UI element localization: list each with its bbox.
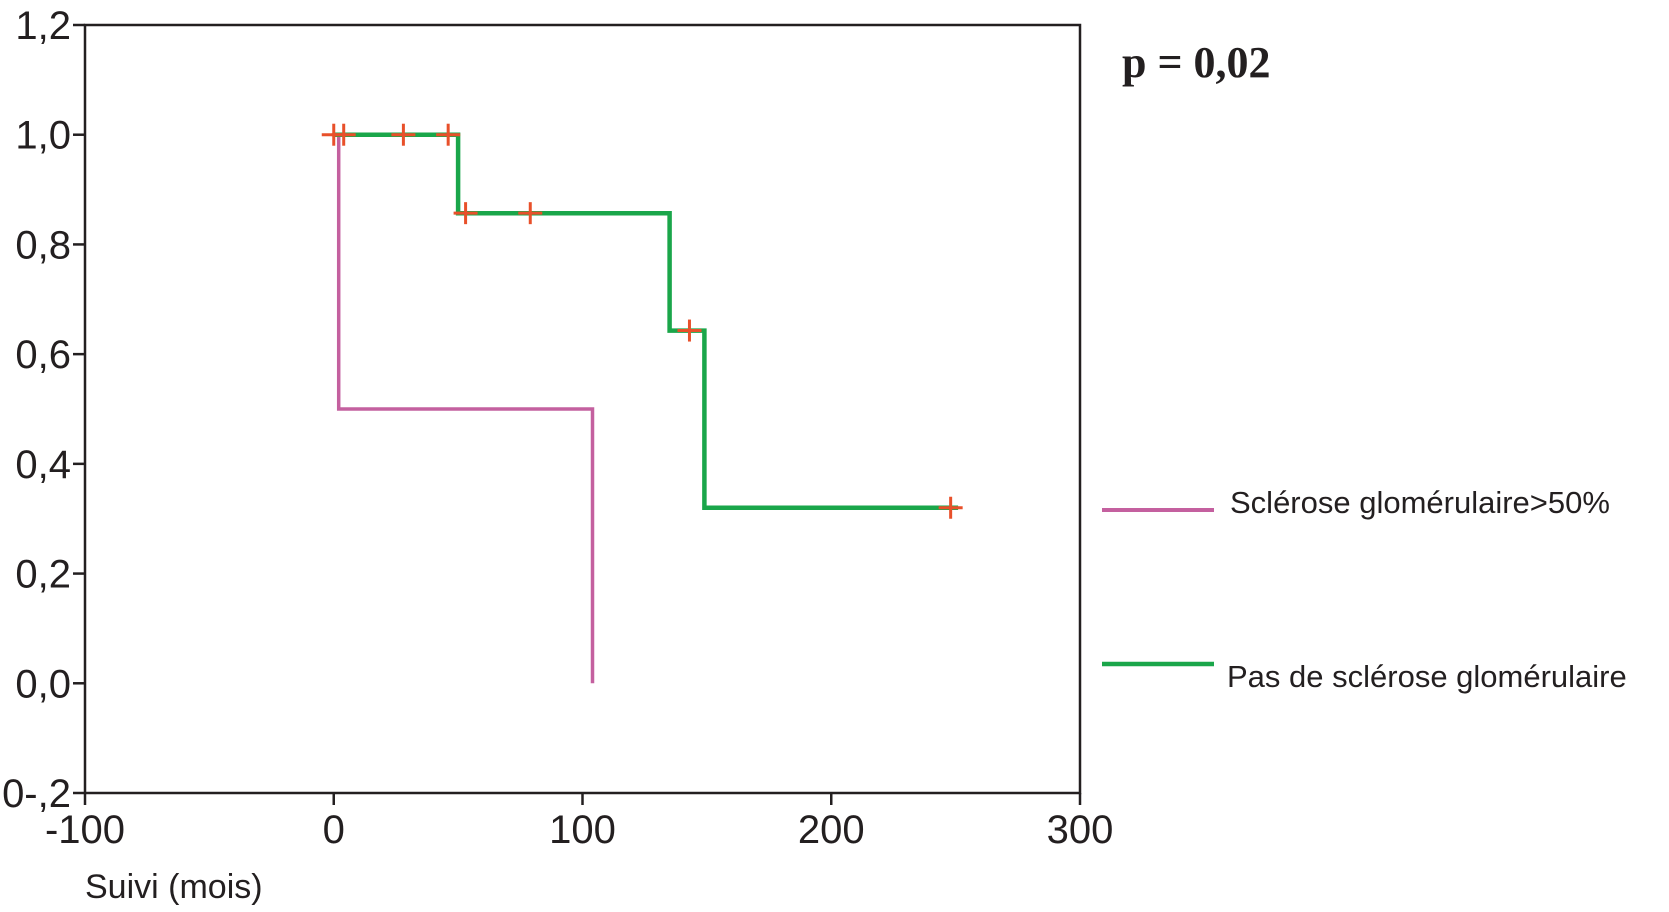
x-tick-label: 100: [549, 808, 616, 852]
legend: Sclérose glomérulaire>50% Pas de scléros…: [1102, 485, 1627, 694]
y-tick-label: 1,0: [15, 114, 71, 158]
legend-label-sclerose: Sclérose glomérulaire>50%: [1230, 485, 1610, 520]
y-tick-label: 0,6: [15, 333, 71, 377]
series-line-sclerose: [336, 134, 595, 684]
y-tick-label: 0,0: [15, 662, 71, 706]
series-layer: [333, 132, 959, 684]
x-tick-label: 200: [798, 808, 865, 852]
x-tick-label: -100: [45, 808, 125, 852]
x-tick-label: 300: [1047, 808, 1114, 852]
series-line-pas-de-sclerose: [333, 132, 959, 510]
x-tick-label: 0: [323, 808, 345, 852]
y-tick-label: 0-,2: [2, 772, 71, 816]
y-tick-label: 0,2: [15, 553, 71, 597]
x-axis-title: Suivi (mois): [85, 868, 263, 906]
y-tick-label: 0,8: [15, 223, 71, 267]
p-value-annotation: p = 0,02: [1122, 38, 1271, 87]
y-tick-label: 0,4: [15, 443, 71, 487]
x-axis: -100 0 100 200 300: [45, 793, 1113, 852]
legend-label-pas-de-sclerose: Pas de sclérose glomérulaire: [1227, 659, 1627, 694]
y-axis: 0-,2 0,0 0,2 0,4 0,6 0,8 1,0 1,2: [2, 4, 85, 816]
y-tick-label: 1,2: [15, 4, 71, 48]
censor-layer: [321, 123, 963, 519]
